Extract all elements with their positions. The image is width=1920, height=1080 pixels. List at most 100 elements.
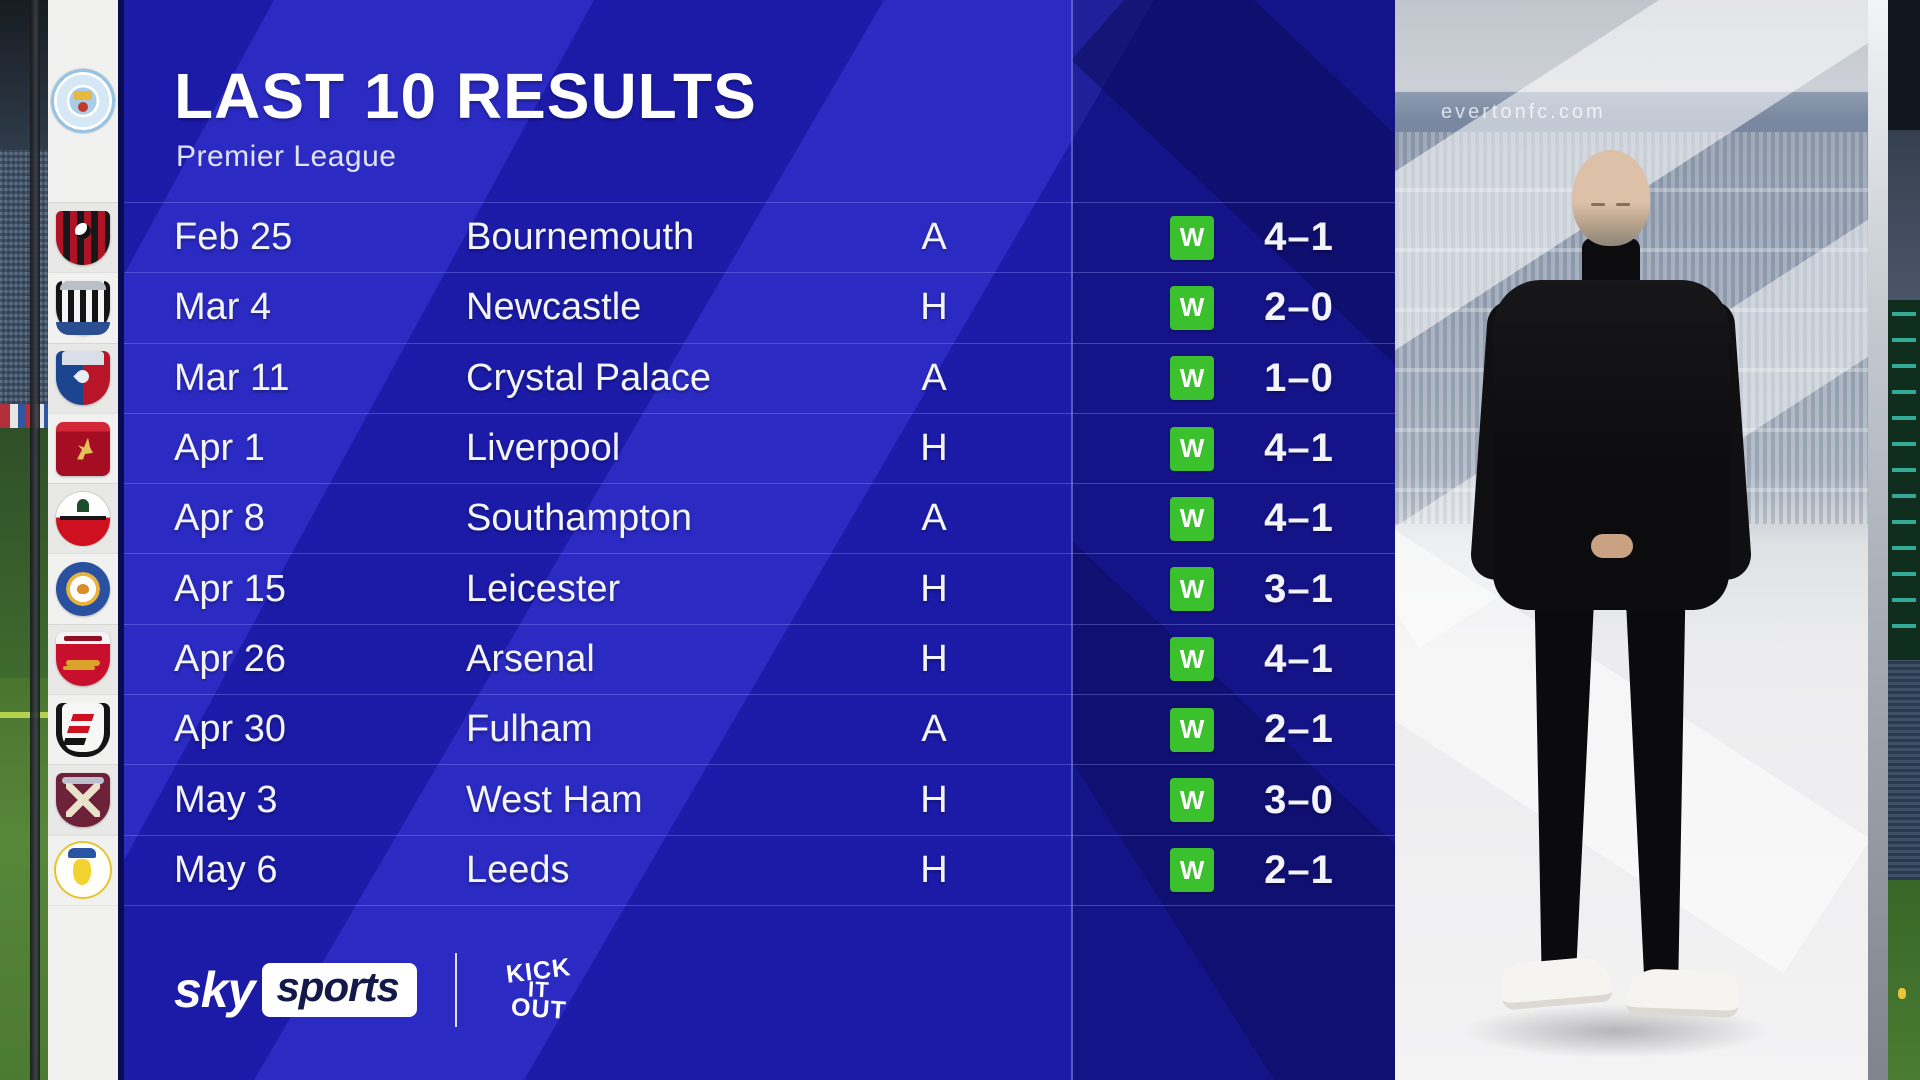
crystal-palace-badge — [56, 351, 110, 406]
competition-subtitle: Premier League — [176, 140, 397, 173]
newcastle-badge — [56, 280, 110, 335]
match-date: Apr 8 — [174, 497, 265, 540]
match-score: 3–0 — [1264, 777, 1334, 822]
opponent-name: Arsenal — [466, 637, 595, 680]
opponent-name: Fulham — [466, 708, 593, 751]
badge-tile — [48, 272, 118, 342]
result-row: Apr 15 Leicester H W 3–1 — [124, 553, 1401, 623]
crowd-texture — [0, 150, 48, 404]
result-row: Apr 26 Arsenal H W 4–1 — [124, 623, 1401, 694]
figure-shoe — [1499, 955, 1613, 1011]
stadium-pillar — [30, 0, 40, 1080]
figure-jacket — [1493, 280, 1729, 610]
result-row: May 3 West Ham H W 3–0 — [124, 764, 1401, 834]
figure-leg — [1534, 580, 1595, 980]
venue-indicator: H — [920, 567, 948, 610]
page-title: LAST 10 RESULTS — [174, 60, 757, 132]
match-score: 3–1 — [1264, 566, 1334, 611]
bournemouth-badge — [56, 210, 110, 265]
match-score: 1–0 — [1264, 355, 1334, 400]
venue-indicator: A — [921, 708, 947, 751]
team-badge-rail — [48, 0, 118, 1080]
stadium-stand — [0, 0, 48, 150]
venue-indicator: A — [921, 216, 947, 259]
win-badge: W — [1170, 848, 1214, 893]
kick-it-out-logo: KICK IT OUT — [493, 944, 585, 1036]
venue-indicator: H — [920, 778, 948, 821]
column-divider — [1071, 0, 1073, 1080]
venue-indicator: H — [920, 848, 948, 891]
rail-filler — [48, 904, 118, 1080]
venue-indicator: H — [920, 427, 948, 470]
match-date: Apr 1 — [174, 427, 265, 470]
match-date: Mar 4 — [174, 286, 272, 329]
match-score: 2–1 — [1264, 847, 1334, 892]
match-score: 4–1 — [1264, 215, 1334, 260]
result-row: Apr 30 Fulham A W 2–1 — [124, 694, 1401, 764]
badge-tile — [48, 342, 118, 413]
win-badge: W — [1170, 637, 1214, 682]
pep-guardiola-figure — [1395, 0, 1868, 1080]
result-row: Apr 1 Liverpool H W 4–1 — [124, 412, 1401, 483]
scoreboard — [1888, 300, 1920, 660]
figure-shoe — [1626, 968, 1740, 1018]
broadcast-footer: sky sports KICK IT OUT — [174, 940, 585, 1040]
southampton-badge — [56, 491, 110, 546]
match-score: 4–1 — [1264, 426, 1334, 471]
figure-hand — [1591, 534, 1633, 558]
venue-indicator: A — [921, 497, 947, 540]
venue-indicator: H — [920, 286, 948, 329]
match-score: 4–1 — [1264, 636, 1334, 681]
liverpool-badge — [56, 421, 110, 476]
arsenal-badge — [56, 632, 110, 687]
pitch-far — [0, 428, 48, 678]
match-score: 2–1 — [1264, 707, 1334, 752]
results-table: Feb 25 Bournemouth A W 4–1 Mar 4 Newcast… — [124, 202, 1401, 906]
manchester-city-badge — [51, 69, 115, 133]
stadium-feed-right — [1888, 0, 1920, 1080]
badge-tile — [48, 202, 118, 273]
match-date: Feb 25 — [174, 216, 293, 259]
win-badge: W — [1170, 707, 1214, 752]
win-badge: W — [1170, 778, 1214, 823]
figure-brow — [1591, 203, 1605, 206]
opponent-name: Leeds — [466, 848, 570, 891]
badge-tile — [48, 412, 118, 483]
sky-sports-logo: sports — [262, 962, 417, 1018]
match-date: Mar 11 — [174, 356, 290, 399]
figure-leg — [1625, 580, 1686, 980]
match-score: 2–0 — [1264, 285, 1334, 330]
venue-indicator: H — [920, 637, 948, 680]
opponent-name: Liverpool — [466, 427, 621, 470]
win-badge: W — [1170, 285, 1214, 330]
leeds-badge — [56, 843, 110, 898]
result-row: Feb 25 Bournemouth A W 4–1 — [124, 202, 1401, 272]
pitch — [1888, 880, 1920, 1080]
results-panel: LAST 10 RESULTS Premier League Feb 25 Bo… — [118, 0, 1401, 1080]
win-badge: W — [1170, 215, 1214, 260]
crowd-texture — [1888, 660, 1920, 880]
figure-brow — [1616, 203, 1630, 206]
kick-it-out-line: OUT — [509, 992, 568, 1025]
badge-tile — [48, 553, 118, 623]
stadium-stand — [1888, 130, 1920, 300]
match-date: May 6 — [174, 848, 278, 891]
fulham-badge — [56, 702, 110, 757]
match-date: Apr 15 — [174, 567, 286, 610]
match-date: May 3 — [174, 778, 278, 821]
badge-tile — [48, 623, 118, 695]
match-date: Apr 30 — [174, 708, 286, 751]
result-row: Mar 11 Crystal Palace A W 1–0 — [124, 342, 1401, 413]
leicester-badge — [56, 562, 110, 617]
opponent-name: Bournemouth — [466, 216, 695, 259]
match-date: Apr 26 — [174, 637, 286, 680]
opponent-name: Newcastle — [466, 286, 642, 329]
badge-tile — [48, 0, 118, 202]
west-ham-badge — [56, 773, 110, 828]
win-badge: W — [1170, 356, 1214, 401]
opponent-name: West Ham — [466, 778, 643, 821]
match-score: 4–1 — [1264, 496, 1334, 541]
opponent-name: Southampton — [466, 497, 693, 540]
result-row: Mar 4 Newcastle H W 2–0 — [124, 272, 1401, 342]
